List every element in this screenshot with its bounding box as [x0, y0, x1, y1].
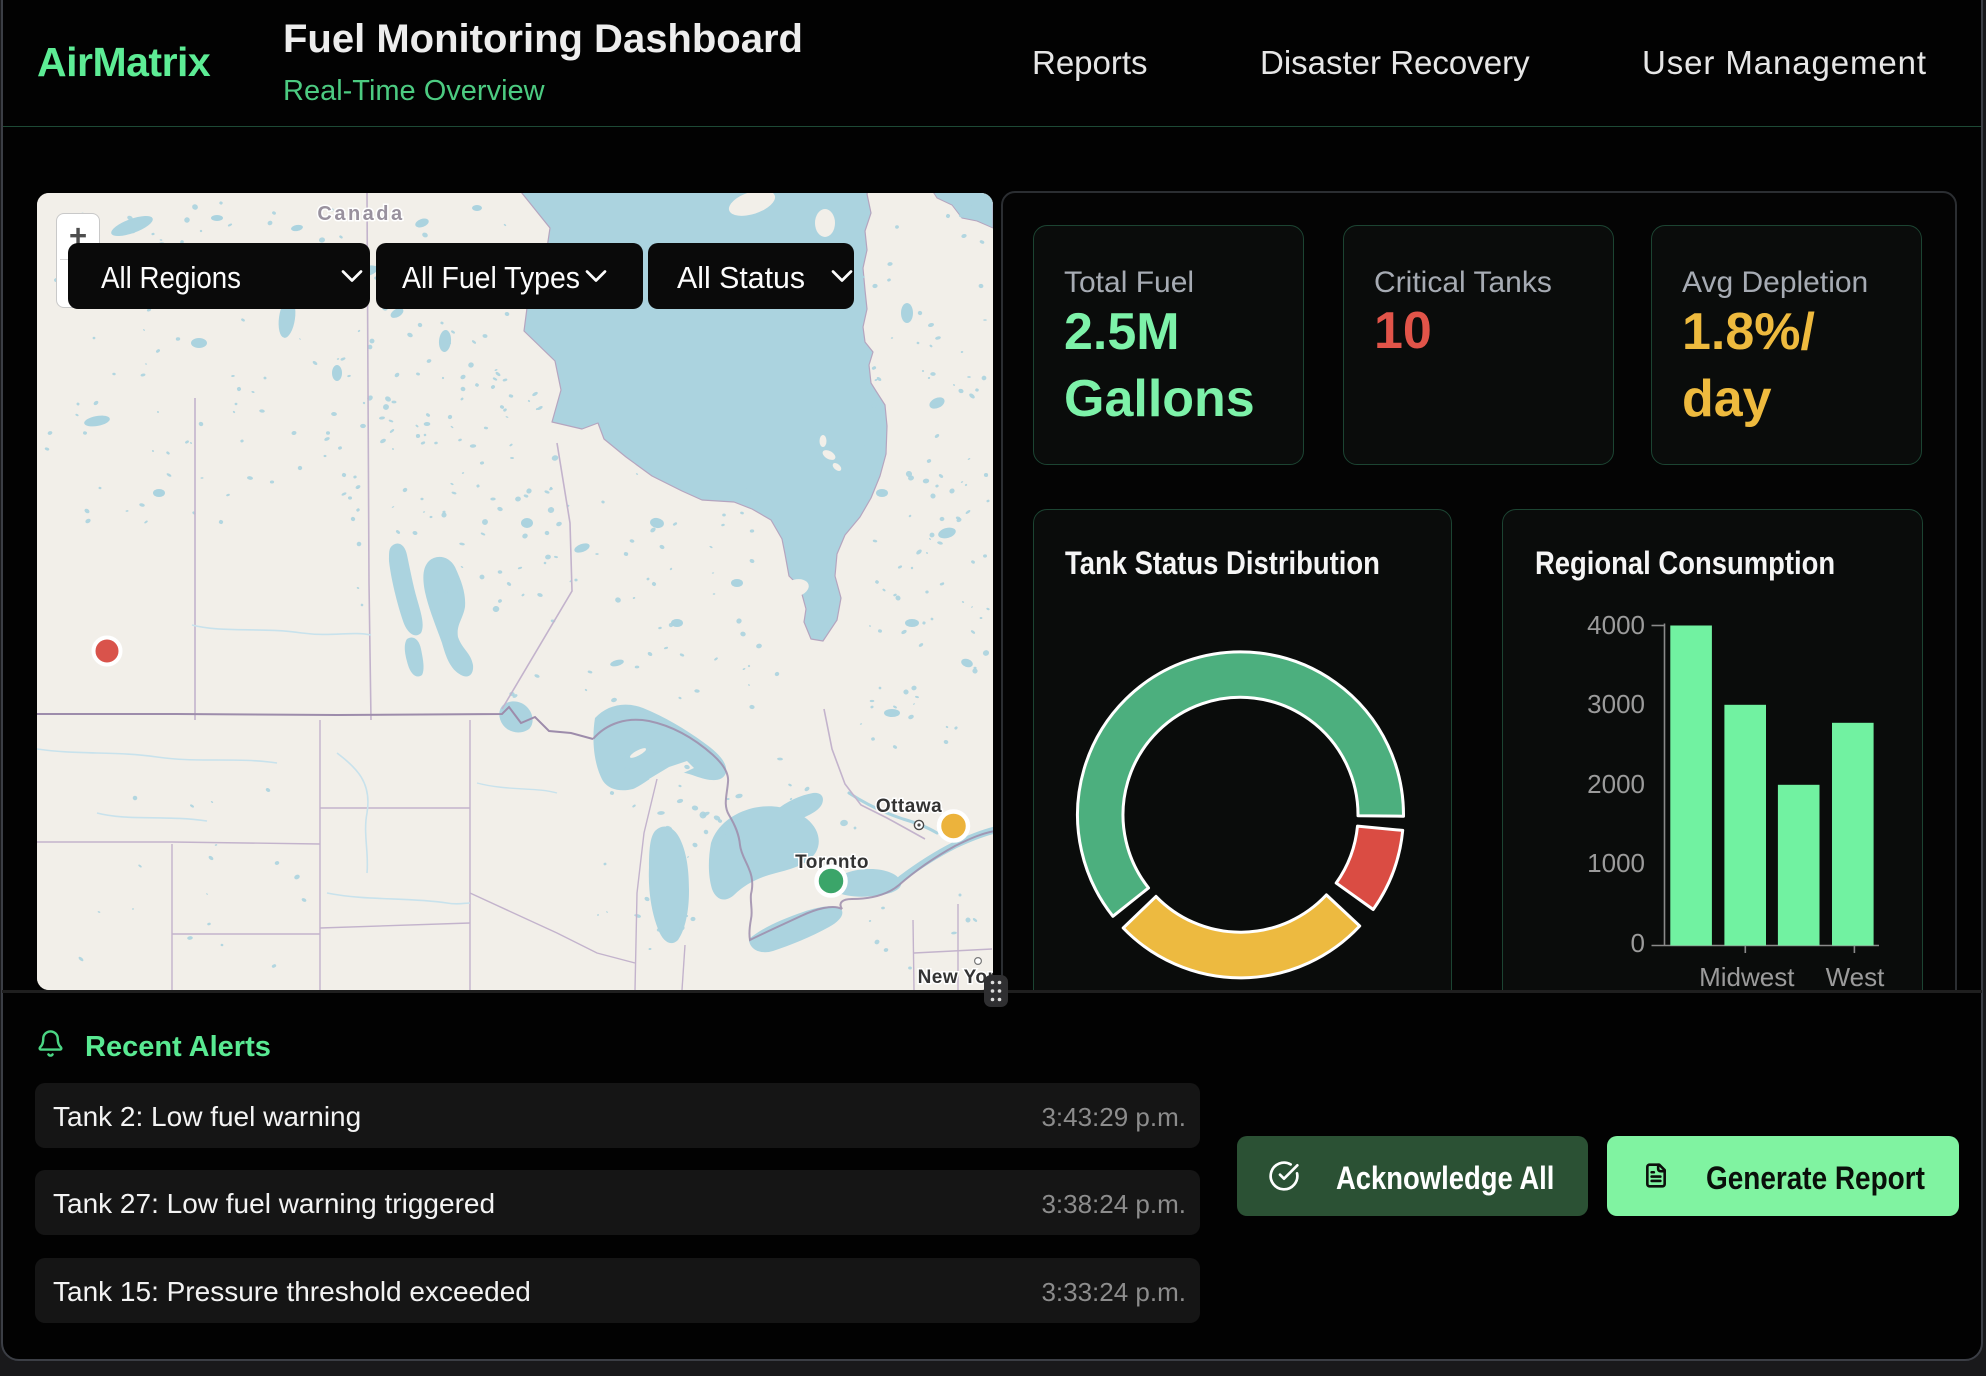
svg-text:4000: 4000 — [1587, 610, 1645, 640]
svg-text:1000: 1000 — [1587, 848, 1645, 878]
svg-text:New York: New York — [918, 967, 993, 988]
svg-text:3000: 3000 — [1587, 689, 1645, 719]
svg-text:Midwest: Midwest — [1699, 962, 1795, 991]
svg-text:West: West — [1826, 962, 1886, 991]
svg-text:0: 0 — [1631, 928, 1645, 958]
svg-text:2000: 2000 — [1587, 769, 1645, 799]
svg-text:Canada: Canada — [317, 203, 404, 225]
svg-text:Ottawa: Ottawa — [876, 796, 942, 817]
